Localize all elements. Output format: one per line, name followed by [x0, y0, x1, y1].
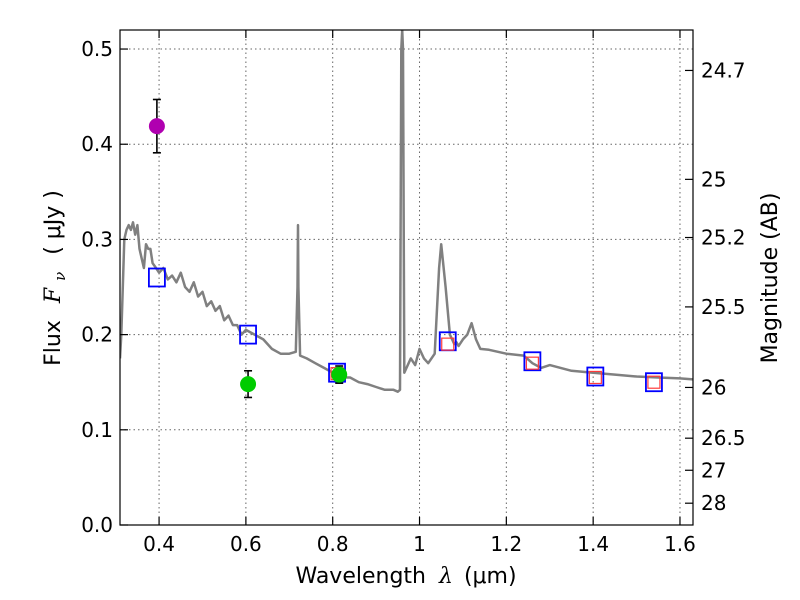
y-tick-label: 0.2: [81, 323, 113, 347]
observed-limit-marker: [441, 337, 455, 351]
observed-limit-marker: [525, 356, 539, 370]
photometry-markers: [147, 98, 663, 399]
x-tick-label: 1.2: [490, 532, 522, 556]
model-square-marker: [147, 267, 166, 288]
model-square-marker: [239, 324, 257, 345]
detection-point: [331, 366, 348, 383]
y-tick-label: 0.0: [81, 513, 113, 537]
y2-tick-label: 25.5: [701, 295, 746, 319]
plot-frame: [119, 29, 694, 526]
y2-tick-label: 27: [701, 458, 726, 482]
y2-tick-label: 25: [701, 167, 726, 191]
detection-point: [148, 118, 165, 135]
y2-tick-label: 26.5: [701, 426, 746, 450]
grid-lines: [120, 30, 693, 526]
model-square-marker: [645, 372, 663, 393]
x-tick-label: 1.4: [577, 532, 609, 556]
x-tick-label: 1.6: [664, 532, 696, 556]
y-tick-label: 0.5: [81, 37, 113, 61]
y-axis-title: Flux F ν ( μJy ): [41, 190, 71, 366]
y2-axis-ticks: 24.7 25 25.2 25.5 26 26.5 27 28: [685, 58, 746, 515]
y-axis-ticks: 0.0 0.1 0.2 0.3 0.4 0.5: [81, 37, 128, 537]
x-axis-ticks: 0.4 0.6 0.8 1 1.2 1.4 1.6: [143, 30, 696, 556]
y-tick-label: 0.3: [81, 227, 113, 251]
detection-point: [240, 376, 257, 393]
x-tick-label: 1: [413, 532, 426, 556]
x-tick-label: 0.6: [230, 532, 262, 556]
x-tick-label: 0.8: [317, 532, 349, 556]
observed-limit-marker: [647, 375, 661, 389]
y2-tick-label: 28: [701, 491, 726, 515]
model-square-marker: [586, 366, 605, 387]
y2-tick-label: 25.2: [701, 226, 746, 250]
y2-tick-label: 24.7: [701, 58, 746, 82]
sed-model-line: [120, 30, 693, 393]
y-tick-label: 0.4: [81, 132, 113, 156]
y2-tick-label: 26: [701, 375, 726, 399]
x-axis-title: Wavelength λ (μm): [295, 564, 516, 589]
y-tick-label: 0.1: [81, 418, 113, 442]
y2-axis-title: Magnitude (AB): [758, 193, 783, 364]
x-tick-label: 0.4: [143, 532, 175, 556]
observed-limit-marker: [588, 370, 602, 385]
model-square-marker: [523, 351, 542, 372]
sed-model-curve: [120, 30, 693, 393]
